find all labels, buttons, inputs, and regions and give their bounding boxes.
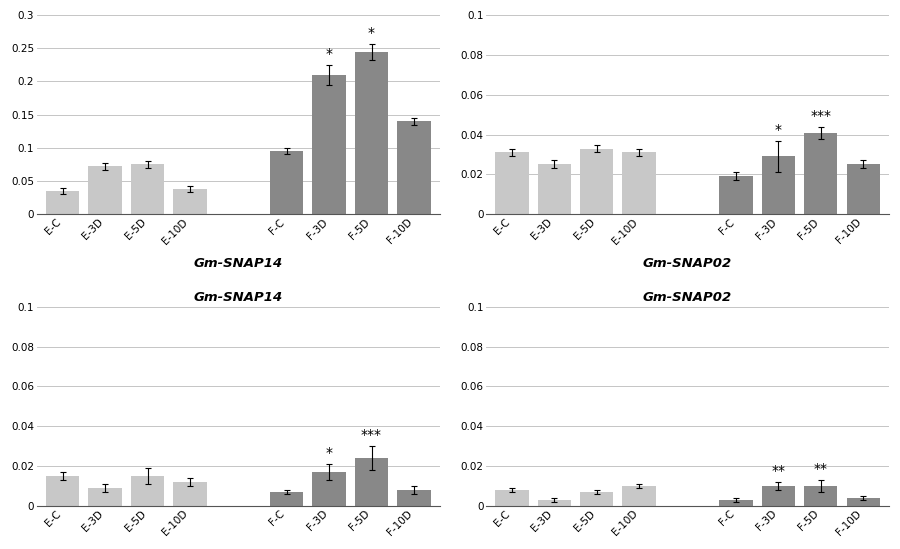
Bar — [537, 500, 571, 506]
Bar — [761, 156, 795, 214]
Bar — [312, 472, 346, 506]
Text: *: * — [326, 47, 333, 61]
Text: *: * — [326, 446, 333, 460]
Bar — [46, 476, 79, 506]
Bar — [397, 121, 430, 214]
Bar — [804, 132, 837, 214]
Bar — [88, 488, 122, 506]
Bar — [270, 151, 303, 214]
Bar — [495, 490, 528, 506]
Bar — [355, 458, 388, 506]
Bar — [130, 165, 164, 214]
Bar — [719, 500, 752, 506]
Text: ***: *** — [810, 109, 832, 122]
Bar — [88, 166, 122, 214]
Bar — [312, 75, 346, 214]
Text: *: * — [775, 122, 782, 137]
Bar — [719, 176, 752, 214]
Bar — [173, 189, 206, 214]
Text: **: ** — [814, 462, 828, 476]
Bar — [761, 486, 795, 506]
Bar — [355, 52, 388, 214]
Bar — [397, 490, 430, 506]
Bar — [495, 153, 528, 214]
Bar — [270, 492, 303, 506]
Text: *: * — [368, 26, 375, 40]
Bar — [623, 486, 656, 506]
Bar — [623, 153, 656, 214]
Bar — [130, 476, 164, 506]
Bar — [804, 486, 837, 506]
Bar — [46, 191, 79, 214]
Bar — [580, 149, 614, 214]
Bar — [847, 165, 880, 214]
Title: Gm-SNAP14: Gm-SNAP14 — [194, 291, 283, 304]
Bar — [847, 498, 880, 506]
Bar — [580, 492, 614, 506]
Text: **: ** — [771, 464, 786, 478]
Title: Gm-SNAP02: Gm-SNAP02 — [643, 291, 733, 304]
Bar — [537, 165, 571, 214]
X-axis label: Gm-SNAP14: Gm-SNAP14 — [194, 257, 283, 270]
X-axis label: Gm-SNAP02: Gm-SNAP02 — [643, 257, 733, 270]
Text: ***: *** — [361, 428, 382, 442]
Bar — [173, 482, 206, 506]
